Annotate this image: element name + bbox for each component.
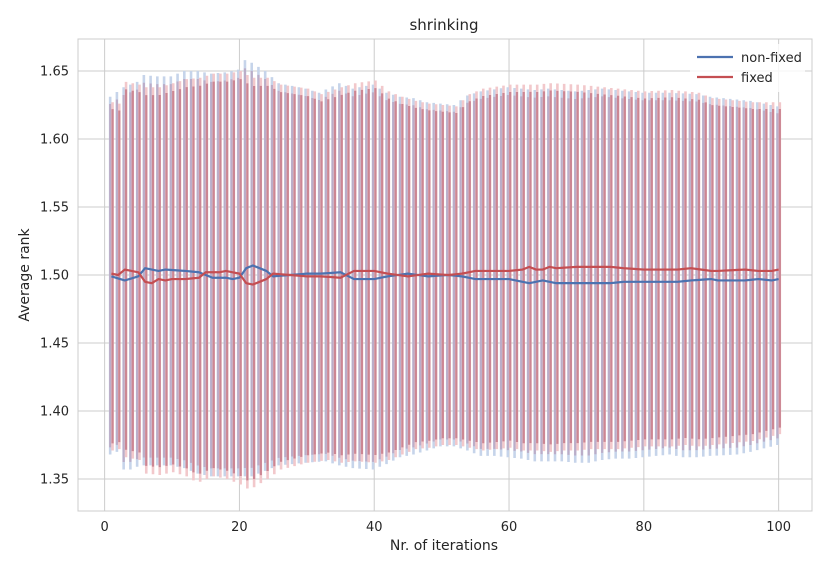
- y-axis-label: Average rank: [17, 227, 33, 321]
- series-line-fixed: [111, 265, 779, 286]
- legend-box: [690, 44, 805, 92]
- y-tick-label: 1.40: [40, 405, 69, 420]
- x-tick-label: 80: [636, 520, 653, 535]
- legend-label-non-fixed: non-fixed: [741, 51, 802, 66]
- x-tick-label: 60: [501, 520, 518, 535]
- legend: non-fixed fixed: [690, 44, 805, 92]
- legend-label-fixed: fixed: [741, 71, 773, 86]
- chart-title: shrinking: [409, 16, 478, 34]
- x-axis-label: Nr. of iterations: [390, 538, 498, 554]
- y-tick-label: 1.65: [40, 64, 69, 79]
- x-tick-label: 40: [366, 520, 383, 535]
- x-tick-label: 0: [100, 520, 108, 535]
- error-bars: [108, 60, 782, 489]
- y-tick-label: 1.60: [40, 132, 69, 147]
- x-tick-label: 20: [231, 520, 248, 535]
- y-tick-label: 1.35: [40, 473, 69, 488]
- x-tick-label: 100: [766, 520, 791, 535]
- y-tick-label: 1.45: [40, 337, 69, 352]
- plot-frame: [77, 38, 813, 512]
- y-tick-label: 1.55: [40, 200, 69, 215]
- axes: 0 20 40 60 80 100 1.35 1.40 1.45 1.50 1.55 1.60 1.65: [40, 38, 813, 535]
- y-tick-label: 1.50: [40, 269, 69, 284]
- series-lines: [111, 264, 779, 286]
